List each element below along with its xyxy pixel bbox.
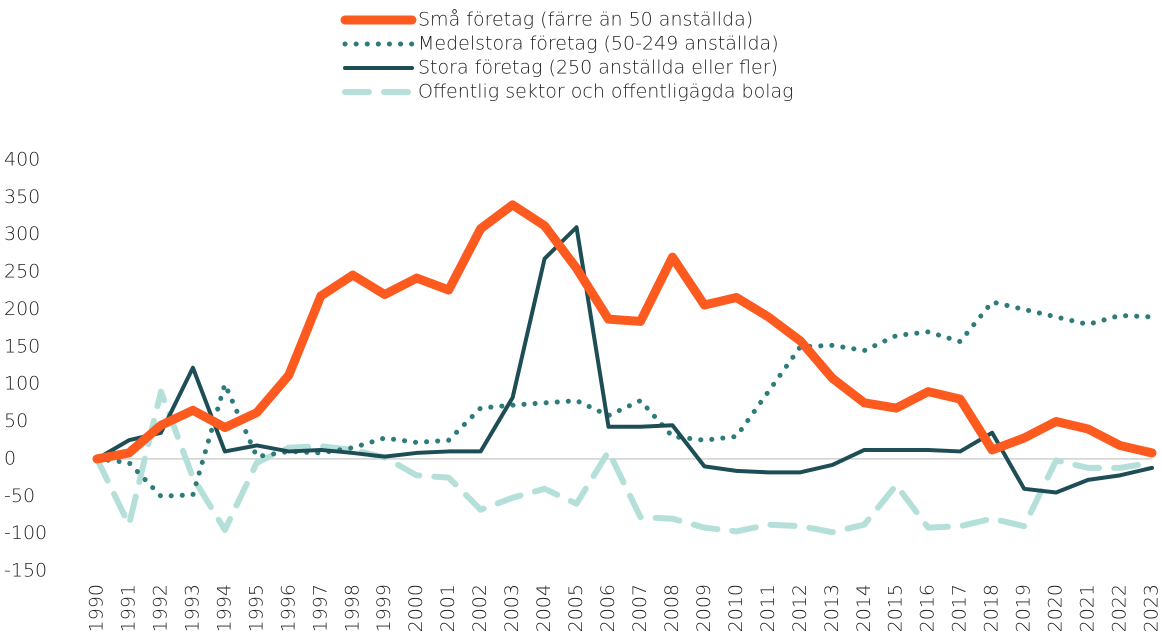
x-tick-label: 1998	[341, 584, 363, 632]
x-tick-label: 1996	[277, 584, 299, 632]
y-tick-label: 100	[4, 373, 40, 395]
y-tick-label: 50	[4, 410, 28, 432]
x-tick-label: 2021	[1077, 584, 1099, 632]
x-tick-label: 1992	[149, 584, 171, 632]
legend-label: Små företag (färre än 50 anställda)	[418, 9, 753, 31]
x-tick-label: 2003	[501, 584, 523, 632]
x-tick-label: 1995	[245, 584, 267, 632]
x-tick-label: 1993	[181, 584, 203, 632]
x-tick-label: 1999	[373, 584, 395, 632]
x-tick-label: 1994	[213, 584, 235, 632]
x-tick-label: 2017	[949, 584, 971, 632]
x-tick-label: 2018	[981, 584, 1003, 632]
y-tick-label: 200	[4, 298, 40, 320]
x-tick-label: 2005	[565, 584, 587, 632]
series-line	[95, 225, 1154, 495]
y-tick-label: -100	[4, 522, 47, 544]
x-tick-label: 2007	[629, 584, 651, 632]
x-tick-label: 2009	[693, 584, 715, 632]
y-tick-label: -150	[4, 560, 47, 582]
x-tick-label: 2014	[853, 584, 875, 632]
series-line	[92, 200, 1157, 464]
y-tick-label: 300	[4, 223, 40, 245]
x-tick-label: 2022	[1109, 584, 1131, 632]
x-tick-label: 2001	[437, 584, 459, 632]
y-tick-label: 350	[4, 186, 40, 208]
x-tick-label: 1990	[86, 584, 108, 632]
x-tick-label: 2006	[597, 584, 619, 632]
x-tick-label: 2008	[661, 584, 683, 632]
x-tick-label: 2016	[917, 584, 939, 632]
y-tick-label: 400	[4, 149, 40, 171]
x-tick-label: 2012	[789, 584, 811, 632]
legend-label: Offentlig sektor och offentligägda bolag	[418, 81, 794, 103]
x-tick-label: 2013	[821, 584, 843, 632]
x-tick-label: 2019	[1013, 584, 1035, 632]
x-tick-label: 2000	[405, 584, 427, 632]
x-tick-label: 2004	[533, 584, 555, 632]
legend-label: Medelstora företag (50-249 anställda)	[418, 33, 779, 55]
x-tick-label: 2010	[725, 584, 747, 632]
x-tick-label: 1991	[117, 584, 139, 632]
series-line	[94, 299, 1155, 499]
y-tick-label: 250	[4, 261, 40, 283]
x-tick-label: 2011	[757, 584, 779, 632]
y-tick-label: 0	[4, 447, 16, 469]
legend-label: Stora företag (250 anställda eller fler)	[418, 57, 778, 79]
y-tick-label: 150	[4, 335, 40, 357]
x-tick-label: 2002	[469, 584, 491, 632]
x-tick-label: 2023	[1141, 584, 1162, 632]
x-tick-label: 1997	[309, 584, 331, 632]
y-tick-label: -50	[4, 485, 35, 507]
x-tick-label: 2015	[885, 584, 907, 632]
x-tick-label: 2020	[1045, 584, 1067, 632]
